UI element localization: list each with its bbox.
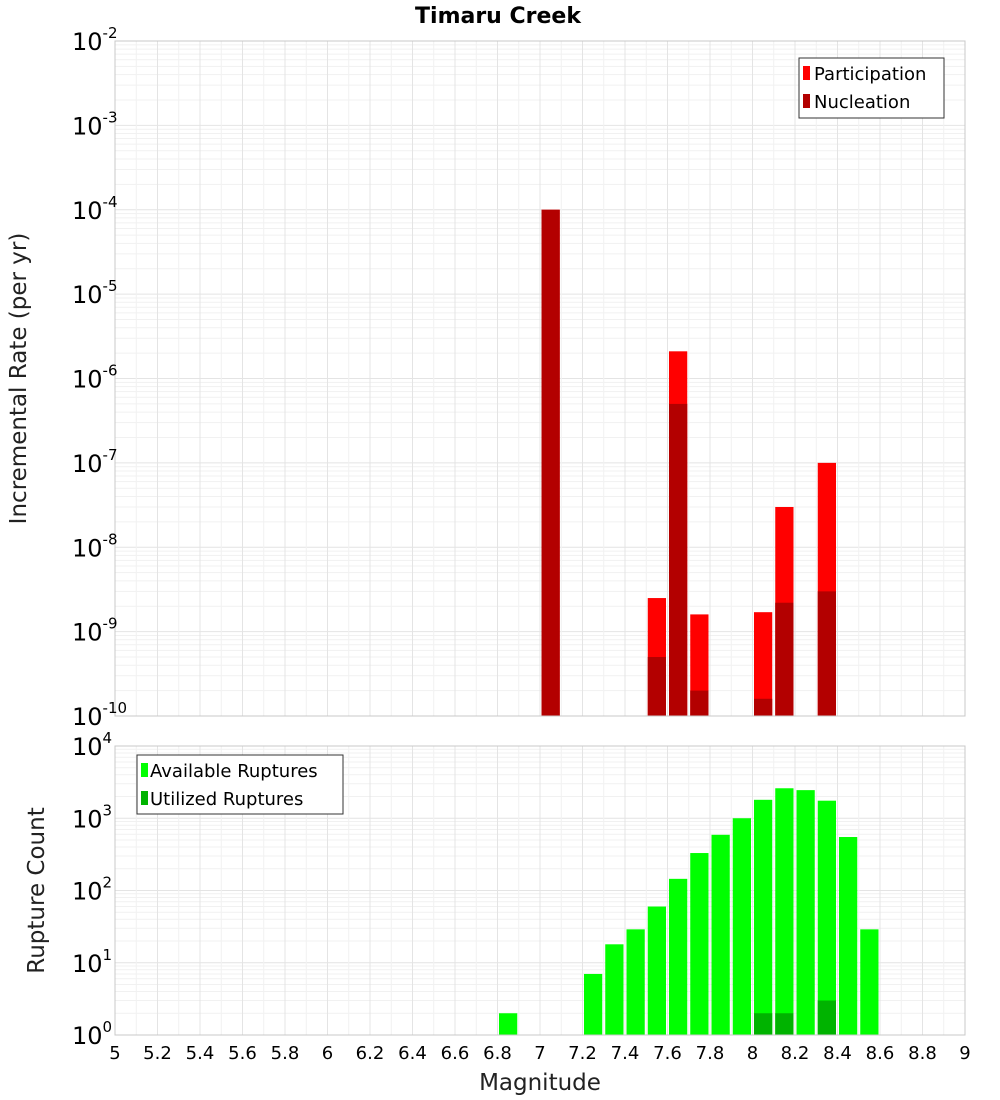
y-tick-label: 104 [72, 729, 112, 761]
bar-utilized-ruptures-8.35 [817, 1000, 836, 1035]
x-tick-label: 9 [959, 1043, 970, 1064]
bar-available-ruptures-7.35 [605, 944, 624, 1035]
y-tick-label: 10-9 [72, 615, 118, 647]
x-tick-label: 7.6 [653, 1043, 682, 1064]
bar-utilized-ruptures-8.15 [775, 1013, 794, 1035]
x-tick-label: 8.6 [866, 1043, 895, 1064]
bar-nucleation-7.55 [647, 657, 666, 716]
rate-panel-y-ticks: 10-10 10-9 10-8 10-7 10-6 10-5 10-4 10-3 10-2 [72, 24, 127, 731]
count-panel-y-ticks: 100 101 102 103 104 [72, 729, 112, 1050]
bar-available-ruptures-7.55 [647, 906, 666, 1035]
bar-nucleation-8.35 [817, 591, 836, 716]
count-panel-frame [114, 745, 966, 1036]
legend-label-utilized: Utilized Ruptures [150, 789, 303, 810]
y-tick-label: 101 [72, 946, 112, 978]
legend-swatch-utilized [141, 791, 148, 805]
bar-available-ruptures-8.55 [860, 929, 879, 1035]
x-tick-label: 6.8 [483, 1043, 512, 1064]
rate-panel-bars [541, 209, 836, 716]
rate-legend-box [798, 57, 945, 119]
x-tick-label: 8.2 [781, 1043, 810, 1064]
bar-available-ruptures-8.25 [796, 790, 815, 1035]
legend-label-nucleation: Nucleation [814, 92, 910, 113]
y-tick-label: 10-5 [72, 277, 118, 309]
x-tick-label: 5.6 [228, 1043, 257, 1064]
bar-available-ruptures-8.35 [817, 800, 836, 1035]
count-legend-box [136, 754, 344, 815]
legend-swatch-available [141, 763, 148, 777]
y-tick-label: 103 [72, 801, 112, 833]
bar-available-ruptures-7.65 [669, 878, 688, 1035]
count-legend: Available Ruptures Utilized Ruptures [136, 754, 344, 815]
legend-label-available: Available Ruptures [150, 761, 318, 782]
bar-utilized-ruptures-8.05 [754, 1013, 773, 1035]
count-y-axis-label: Rupture Count [24, 807, 50, 973]
x-tick-label: 7 [534, 1043, 545, 1064]
x-tick-label: 5 [109, 1043, 120, 1064]
legend-swatch-nucleation [803, 94, 810, 108]
x-tick-label: 8.4 [823, 1043, 852, 1064]
bar-available-ruptures-8.15 [775, 788, 794, 1035]
y-tick-label: 100 [72, 1018, 112, 1050]
x-tick-label: 6.2 [356, 1043, 385, 1064]
bar-available-ruptures-7.75 [690, 853, 709, 1035]
y-tick-label: 10-7 [72, 446, 118, 478]
y-tick-label: 10-8 [72, 530, 118, 562]
rate-panel-grid [114, 40, 966, 717]
x-tick-label: 8.8 [908, 1043, 937, 1064]
rate-legend: Participation Nucleation [798, 57, 945, 119]
x-tick-label: 5.8 [271, 1043, 300, 1064]
bar-nucleation-7.05 [541, 209, 560, 716]
x-tick-label: 6 [322, 1043, 333, 1064]
magnitude-x-ticks: 5 5.2 5.4 5.6 5.8 6 6.2 6.4 6.6 6.8 7 7.2 7.4 7.6 7.8 8… [109, 1043, 970, 1064]
bar-nucleation-7.75 [690, 690, 709, 716]
x-tick-label: 7.2 [568, 1043, 597, 1064]
x-tick-label: 5.2 [143, 1043, 172, 1064]
bar-available-ruptures-6.85 [499, 1013, 518, 1035]
x-tick-label: 7.4 [611, 1043, 640, 1064]
bar-available-ruptures-8.05 [754, 799, 773, 1035]
rate-panel: 10-10 10-9 10-8 10-7 10-6 10-5 10-4 10-3 10-2 In… [6, 24, 966, 731]
x-tick-label: 5.4 [186, 1043, 215, 1064]
y-tick-label: 10-6 [72, 362, 118, 394]
bar-available-ruptures-7.95 [732, 818, 751, 1035]
x-tick-label: 8 [747, 1043, 758, 1064]
y-tick-label: 10-3 [72, 108, 118, 140]
bar-nucleation-8.15 [775, 602, 794, 716]
y-tick-label: 10-2 [72, 24, 118, 56]
x-tick-label: 6.6 [441, 1043, 470, 1064]
bar-available-ruptures-7.45 [626, 929, 645, 1035]
legend-label-participation: Participation [814, 64, 926, 85]
bar-available-ruptures-7.85 [711, 834, 730, 1035]
bar-nucleation-8.05 [754, 698, 773, 716]
count-panel: 100 101 102 103 104 5 5.2 5.4 5.6 5.8 6 6.2 6.4 6.6 6… [24, 729, 971, 1096]
bar-participation-8.05 [754, 612, 773, 716]
rate-panel-frame [114, 40, 966, 717]
bar-available-ruptures-7.25 [584, 973, 603, 1035]
y-tick-label: 10-10 [72, 699, 127, 731]
chart-title: Timaru Creek [415, 4, 582, 29]
bar-nucleation-7.65 [669, 403, 688, 716]
rate-y-axis-label: Incremental Rate (per yr) [6, 233, 32, 525]
y-tick-label: 10-4 [72, 193, 118, 225]
x-tick-label: 6.4 [398, 1043, 427, 1064]
x-tick-label: 7.8 [696, 1043, 725, 1064]
legend-swatch-participation [803, 66, 810, 80]
magnitude-x-axis-label: Magnitude [479, 1070, 601, 1096]
count-panel-bars [499, 788, 879, 1035]
bar-available-ruptures-8.45 [839, 837, 858, 1035]
y-tick-label: 102 [72, 874, 112, 906]
